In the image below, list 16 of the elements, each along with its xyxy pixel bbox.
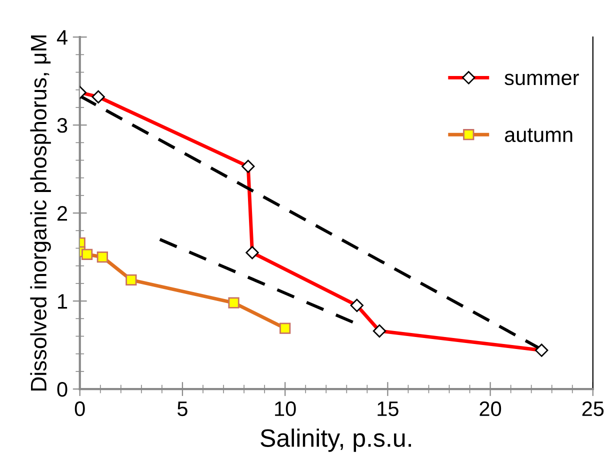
x-tick-label: 25 [582,401,604,416]
x-tick-label: 15 [378,402,398,416]
point [535,344,548,357]
x-tick-label: 0 [74,401,85,416]
legend-label: summer [504,74,579,86]
x-axis-title: Salinity, p.s.u. [260,428,411,452]
y-tick-label: 3 [57,118,68,133]
y-tick-label: 2 [58,206,68,221]
x-tick-label: 5 [178,402,188,416]
x-tick-label: 20 [480,401,502,416]
legend-label: autumn [504,128,572,142]
y-axis-title: Dissolved inorganic phosphorus, μM [30,36,51,391]
y-tick-label: 1 [58,294,68,309]
y-tick-label: 4 [56,30,68,45]
x-tick-label: 10 [275,401,296,416]
y-tick-label: 0 [57,382,68,397]
